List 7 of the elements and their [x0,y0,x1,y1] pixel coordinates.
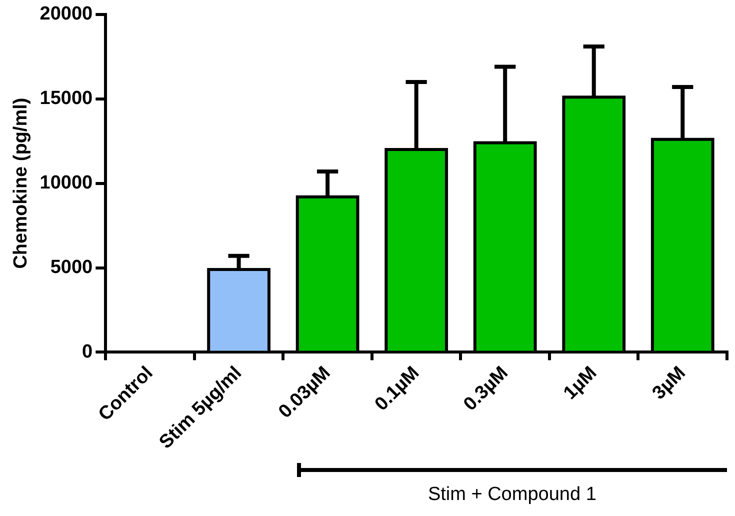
text: Stim + Compound 1 [426,484,598,506]
y-tick-label: 15000 [40,88,93,110]
y-tick-label: 0 [82,341,93,362]
y-tick-label: 20000 [40,4,93,25]
y-axis-title: Chemokine (pg/ml) [10,98,32,269]
y-tick-label: 5000 [50,256,93,278]
y-tick-label: 10000 [40,172,93,194]
